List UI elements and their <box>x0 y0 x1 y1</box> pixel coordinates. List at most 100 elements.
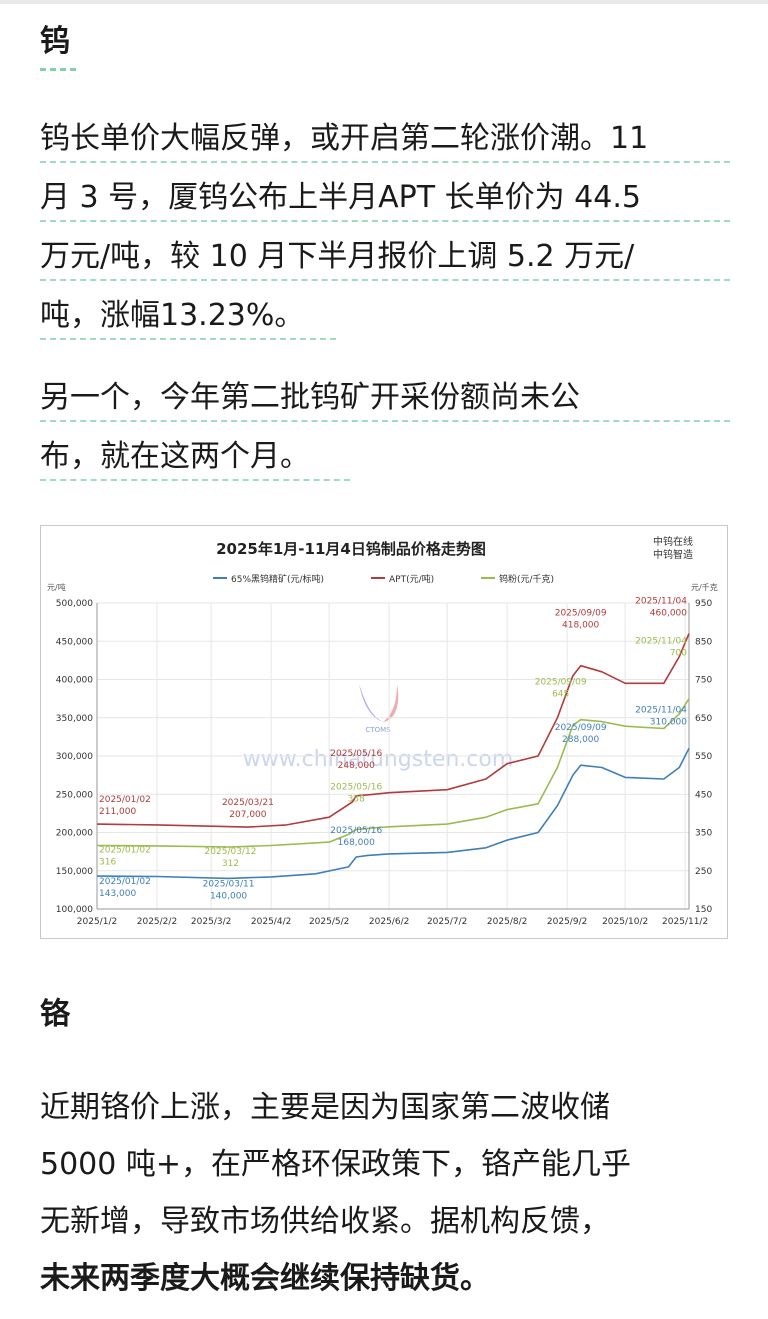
chart-watermark: CTOMS www.chinatungsten.com <box>243 684 514 772</box>
annotation-date: 2025/03/11 <box>203 879 255 889</box>
text-line: 月 3 号，厦钨公布上半月APT 长单价为 44.5 <box>40 176 730 222</box>
annotation-value: 140,000 <box>210 891 247 901</box>
y-left-tick-label: 200,000 <box>56 829 93 839</box>
x-tick-label: 2025/5/2 <box>309 917 349 927</box>
chart-source-label: 中钨智造 <box>653 548 693 561</box>
x-tick-label: 2025/8/2 <box>487 917 527 927</box>
y-right-tick-label: 350 <box>695 829 712 839</box>
x-tick-label: 2025/7/2 <box>427 917 467 927</box>
top-divider <box>0 0 768 4</box>
text-line: 无新增，导致市场供给收紧。据机构反馈， <box>40 1204 610 1239</box>
annotation-value: 316 <box>99 858 116 868</box>
chart-axes: 500,000 450,000 400,000 350,000 300,000 250,0… <box>56 599 713 927</box>
left-axis-unit: 元/吨 <box>47 582 66 592</box>
annotation-date: 2025/03/12 <box>205 847 257 857</box>
x-tick-label: 2025/9/2 <box>547 917 587 927</box>
section-heading-chromium: 铬 <box>40 995 70 1035</box>
text-line: 另一个，今年第二批钨矿开采份额尚未公 <box>40 376 730 422</box>
text-line: 万元/吨，较 10 月下半月报价上调 5.2 万元/ <box>40 235 730 281</box>
text-line: 5000 吨+，在严格环保政策下，铬产能几乎 <box>40 1147 632 1182</box>
y-right-tick-label: 750 <box>695 676 712 686</box>
annotation-date: 2025/11/04 <box>635 637 687 647</box>
tungsten-price-chart: 2025年1月-11月4日钨制品价格走势图 中钨在线 中钨智造 元/吨 元/千克… <box>40 525 728 939</box>
y-right-tick-label: 450 <box>695 790 712 800</box>
text-line: 布，就在这两个月。 <box>40 435 350 481</box>
legend-label: 钨粉(元/千克) <box>499 573 554 585</box>
text-line: 近期铬价上涨，主要是因为国家第二波收储 <box>40 1090 610 1125</box>
series-line-apt <box>96 633 690 828</box>
y-left-tick-label: 100,000 <box>56 905 93 915</box>
section-heading-tungsten-text: 钨 <box>40 24 70 59</box>
text-line: 钨长单价大幅反弹，或开启第二轮涨价潮。11 <box>40 117 730 163</box>
annotation-date: 2025/03/21 <box>222 798 274 808</box>
annotation-date: 2025/01/02 <box>99 877 151 887</box>
y-left-tick-label: 150,000 <box>56 867 93 877</box>
x-tick-label: 2025/10/2 <box>602 917 648 927</box>
annotation-value: 312 <box>222 859 239 869</box>
tungsten-paragraph-2: 另一个，今年第二批钨矿开采份额尚未公 布，就在这两个月。 <box>40 376 730 494</box>
annotation-value: 211,000 <box>99 807 136 817</box>
section-heading-chromium-text: 铬 <box>40 997 70 1032</box>
y-right-tick-label: 150 <box>695 905 712 915</box>
annotation-value: 207,000 <box>229 810 266 820</box>
watermark-text: www.chinatungsten.com <box>243 747 514 772</box>
annotation-value: 288,000 <box>562 735 599 745</box>
y-right-tick-label: 850 <box>695 637 712 647</box>
annotation-date: 2025/05/16 <box>330 749 382 759</box>
x-tick-label: 2025/6/2 <box>369 917 409 927</box>
y-left-tick-label: 500,000 <box>56 599 93 609</box>
annotation-value: 418,000 <box>562 621 599 631</box>
chart-lines <box>96 633 690 880</box>
y-left-tick-label: 450,000 <box>56 637 93 647</box>
legend-label: 65%黑钨精矿(元/标吨) <box>231 573 324 585</box>
y-left-tick-label: 300,000 <box>56 752 93 762</box>
x-tick-label: 2025/4/2 <box>251 917 291 927</box>
y-right-tick-label: 250 <box>695 867 712 877</box>
heading-underline <box>40 68 76 71</box>
chart-legend: 65%黑钨精矿(元/标吨) APT(元/吨) 钨粉(元/千克) <box>213 573 554 585</box>
annotation-date: 2025/09/09 <box>555 723 607 733</box>
annotation-date: 2025/01/02 <box>99 795 151 805</box>
x-tick-label: 2025/3/2 <box>191 917 231 927</box>
annotation-date: 2025/09/09 <box>535 678 587 688</box>
annotation-value: 168,000 <box>338 838 375 848</box>
annotation-value: 460,000 <box>650 609 687 619</box>
chart-title: 2025年1月-11月4日钨制品价格走势图 <box>216 540 486 558</box>
chart-svg: 2025年1月-11月4日钨制品价格走势图 中钨在线 中钨智造 元/吨 元/千克… <box>47 535 718 927</box>
annotation-value: 143,000 <box>99 889 136 899</box>
annotation-date: 2025/01/02 <box>99 846 151 856</box>
y-right-tick-label: 550 <box>695 752 712 762</box>
annotation-date: 2025/09/09 <box>555 609 607 619</box>
annotation-date: 2025/05/16 <box>330 782 382 792</box>
watermark-logo-text: CTOMS <box>365 726 391 734</box>
y-right-tick-label: 650 <box>695 714 712 724</box>
section-heading-tungsten: 钨 <box>40 22 76 71</box>
series-line-ore <box>96 747 690 880</box>
x-tick-label: 2025/2/2 <box>137 917 177 927</box>
series-line-powder <box>96 698 690 848</box>
y-left-tick-label: 250,000 <box>56 790 93 800</box>
annotation-date: 2025/11/04 <box>635 597 687 607</box>
right-axis-unit: 元/千克 <box>691 582 718 592</box>
watermark-logo-icon <box>383 684 399 722</box>
annotation-value: 248,000 <box>338 761 375 771</box>
annotation-date: 2025/11/04 <box>635 705 687 715</box>
annotation-value: 310,000 <box>650 717 687 727</box>
chart-annotations: 2025/01/02 211,000 2025/03/21 207,000 2025/0… <box>99 597 687 902</box>
chart-source-label: 中钨在线 <box>653 535 693 548</box>
annotation-value: 700 <box>670 649 687 659</box>
text-line-bold: 未来两季度大概会继续保持缺货。 <box>40 1261 490 1296</box>
annotation-date: 2025/05/16 <box>330 826 382 836</box>
x-tick-label: 2025/1/2 <box>77 917 117 927</box>
watermark-logo-icon <box>359 684 383 722</box>
x-tick-label: 2025/11/2 <box>662 917 708 927</box>
y-right-tick-label: 950 <box>695 599 712 609</box>
y-left-tick-label: 350,000 <box>56 714 93 724</box>
tungsten-paragraph-1: 钨长单价大幅反弹，或开启第二轮涨价潮。11 月 3 号，厦钨公布上半月APT 长… <box>40 117 730 353</box>
y-left-tick-label: 400,000 <box>56 676 93 686</box>
annotation-value: 645 <box>552 690 569 700</box>
chromium-paragraph: 近期铬价上涨，主要是因为国家第二波收储 5000 吨+，在严格环保政策下，铬产能… <box>40 1086 730 1314</box>
text-line: 吨，涨幅13.23%。 <box>40 294 336 340</box>
legend-label: APT(元/吨) <box>389 573 434 585</box>
annotation-value: 358 <box>348 794 365 804</box>
